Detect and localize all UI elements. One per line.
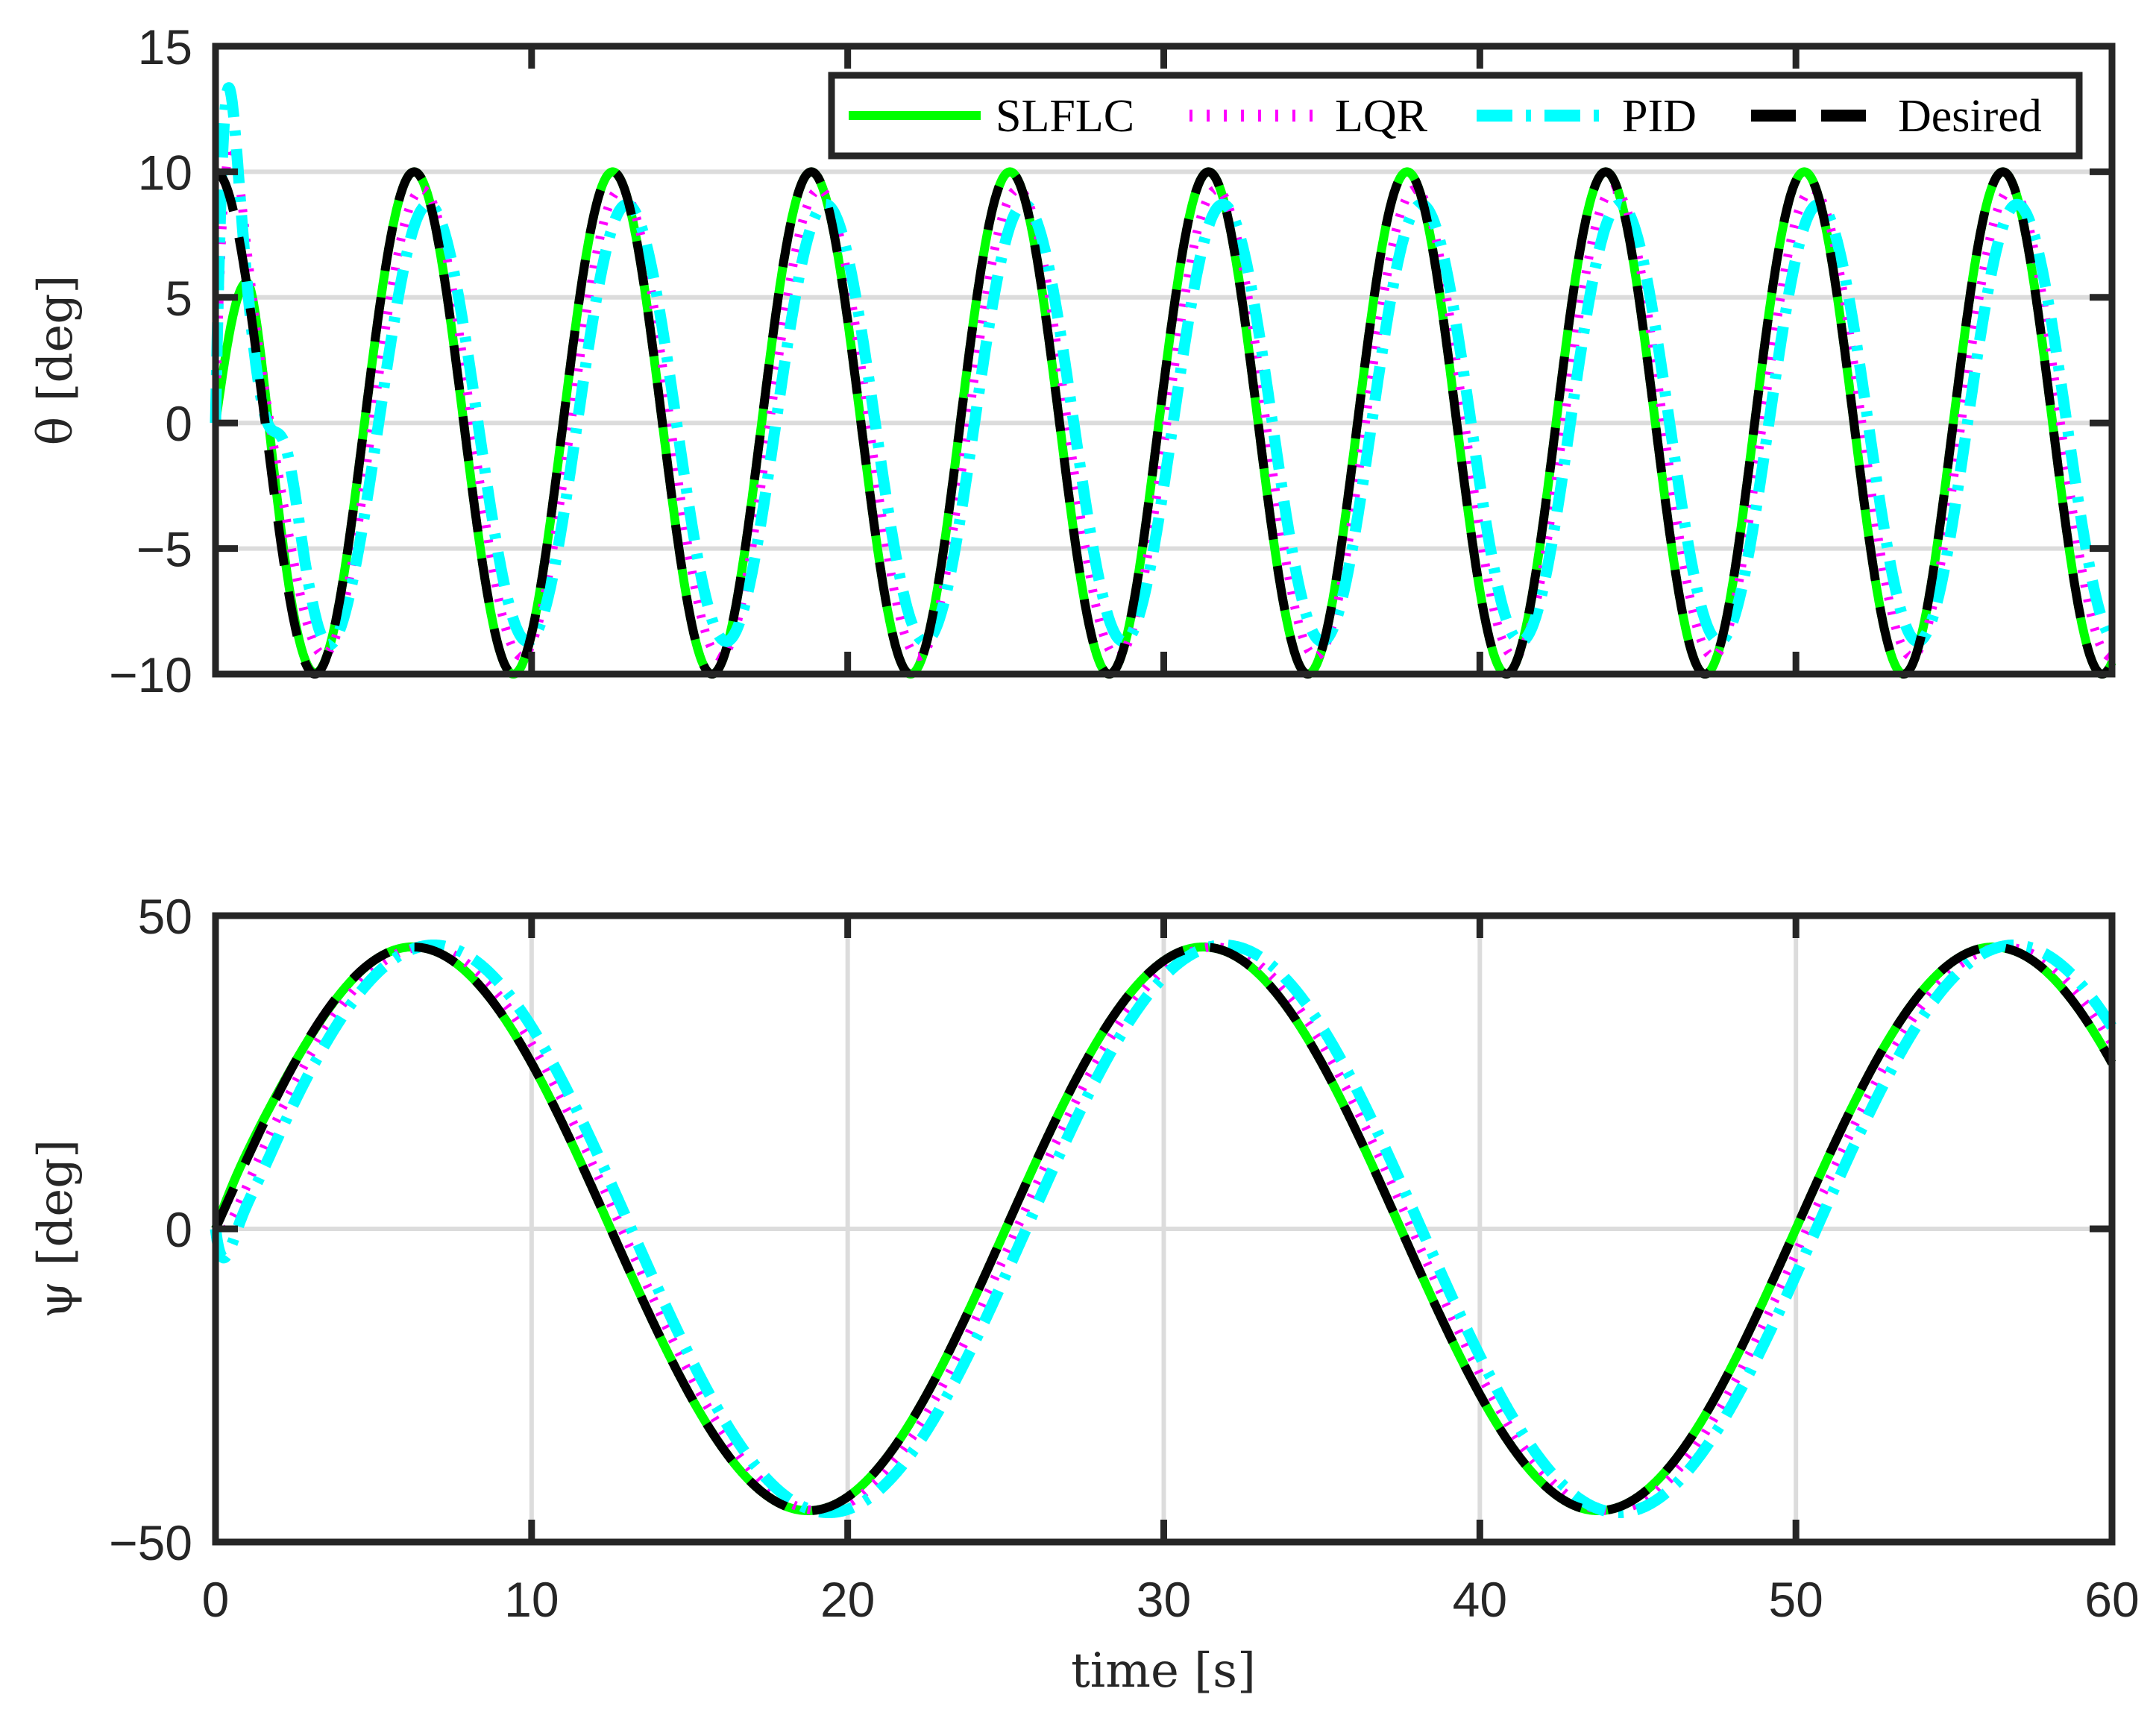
theta-gridlines (216, 169, 2112, 551)
legend-item-lqr: LQR (1189, 91, 1428, 142)
theta-ytick-labels: −10 −5 0 5 10 15 (109, 19, 192, 702)
theta-axes: −10 −5 0 5 10 15 θ [deg] SLFLC LQR PID Desire… (28, 19, 2117, 702)
ytick-label: −50 (109, 1515, 192, 1570)
psi-xtick-labels: 0 10 20 30 40 50 60 (202, 1572, 2140, 1627)
legend-item-slflc: SLFLC (849, 91, 1134, 142)
ytick-label: 0 (165, 1202, 192, 1257)
legend-box (828, 72, 2083, 160)
theta-ylabel: θ [deg] (28, 275, 84, 446)
series-desired-line (212, 167, 2116, 679)
ytick-label: −10 (109, 647, 192, 702)
xtick-label: 60 (2084, 1572, 2139, 1627)
theta-lines (210, 82, 2117, 679)
series-pid-line (210, 940, 2117, 1518)
ytick-label: 0 (165, 396, 192, 451)
xtick-label: 30 (1137, 1572, 1191, 1627)
xtick-label: 20 (820, 1572, 875, 1627)
psi-lines (210, 940, 2117, 1518)
xtick-label: 0 (202, 1572, 230, 1627)
legend: SLFLC LQR PID Desired (828, 72, 2083, 160)
xtick-label: 50 (1768, 1572, 1823, 1627)
legend-label-slflc: SLFLC (996, 91, 1134, 142)
series-lqr-line (211, 943, 2116, 1515)
legend-label-desired: Desired (1898, 91, 2042, 142)
time-xlabel: time [s] (1071, 1643, 1256, 1699)
xtick-label: 40 (1453, 1572, 1507, 1627)
legend-item-desired: Desired (1751, 91, 2042, 142)
ytick-label: 10 (138, 145, 192, 200)
legend-label-pid: PID (1622, 91, 1697, 142)
ytick-label: −5 (136, 522, 192, 577)
legend-item-pid: PID (1477, 91, 1697, 142)
psi-ytick-labels: −50 0 50 (109, 889, 192, 1570)
psi-ticks (212, 912, 2116, 1546)
xtick-label: 10 (504, 1572, 559, 1627)
ytick-label: 50 (138, 889, 192, 944)
psi-ylabel: ψ [deg] (28, 1139, 84, 1318)
ytick-label: 15 (138, 19, 192, 75)
ytick-label: 5 (165, 271, 192, 326)
legend-label-lqr: LQR (1335, 91, 1428, 142)
theta-ticks (212, 43, 2116, 678)
series-desired-line (211, 943, 2116, 1515)
